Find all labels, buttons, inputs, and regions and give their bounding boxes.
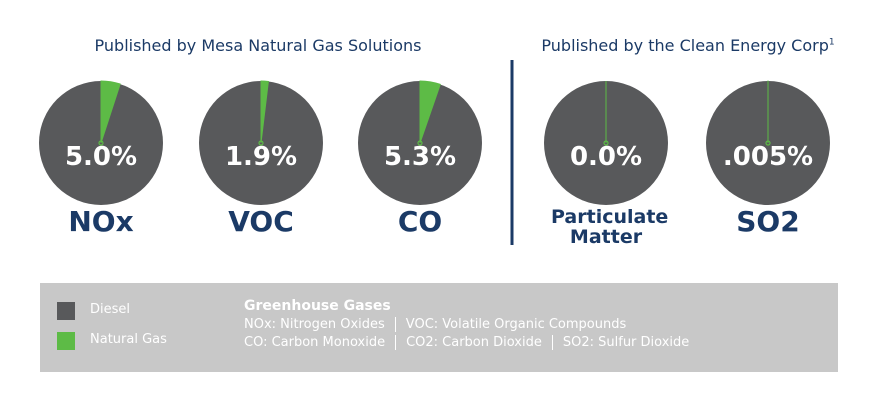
note: CO2: Carbon Dioxide <box>395 335 552 350</box>
pie-title: Particulate Matter <box>551 206 669 248</box>
value-label: 5.3% <box>384 142 456 172</box>
note: VOC: Volatile Organic Compounds <box>394 317 637 332</box>
value-label: .005% <box>723 142 813 172</box>
center-dot <box>258 140 264 146</box>
center-dot <box>98 140 104 146</box>
value-label: 0.0% <box>570 142 642 172</box>
legend-swatch <box>57 332 75 350</box>
center-dot <box>603 140 609 146</box>
footnote: 1 <box>828 37 835 48</box>
heading: Published by Mesa Natural Gas Solutions <box>94 36 422 55</box>
pies: 5.0% 1.9% 5.3% 0.0% .005% <box>39 60 830 245</box>
pie-slice <box>419 80 441 144</box>
notes: Greenhouse Gases NOx: Nitrogen Oxides VOC… <box>244 297 700 352</box>
value-label: 1.9% <box>225 142 297 172</box>
heading-text: Published by the Clean Energy Corp <box>541 36 829 55</box>
legend-box: Diesel Natural Gas Greenhouse Gases NOx:… <box>40 283 838 372</box>
note: NOx: Nitrogen Oxides <box>244 317 385 332</box>
legend-swatch <box>57 302 75 320</box>
pie-title: NOx <box>68 205 134 238</box>
notes-line: CO: Carbon Monoxide CO2: Carbon Dioxide SO… <box>244 334 700 352</box>
center-dot <box>765 140 771 146</box>
legend-label: Natural Gas <box>90 332 167 347</box>
center-dot <box>417 140 423 146</box>
heading: Published by the Clean Energy Corp1 <box>541 36 834 55</box>
note: CO: Carbon Monoxide <box>244 335 386 350</box>
legend-label: Diesel <box>90 302 131 317</box>
pie-slice <box>100 80 121 144</box>
pie-title: SO2 <box>736 205 800 238</box>
note: SO2: Sulfur Dioxide <box>551 335 700 350</box>
value-label: 5.0% <box>65 142 137 172</box>
notes-line: NOx: Nitrogen Oxides VOC: Volatile Organi… <box>244 316 699 334</box>
pie-title: CO <box>397 205 443 238</box>
pie-slice <box>260 80 269 144</box>
notes-title: Greenhouse Gases <box>244 298 391 314</box>
pie-title: VOC <box>228 205 294 238</box>
